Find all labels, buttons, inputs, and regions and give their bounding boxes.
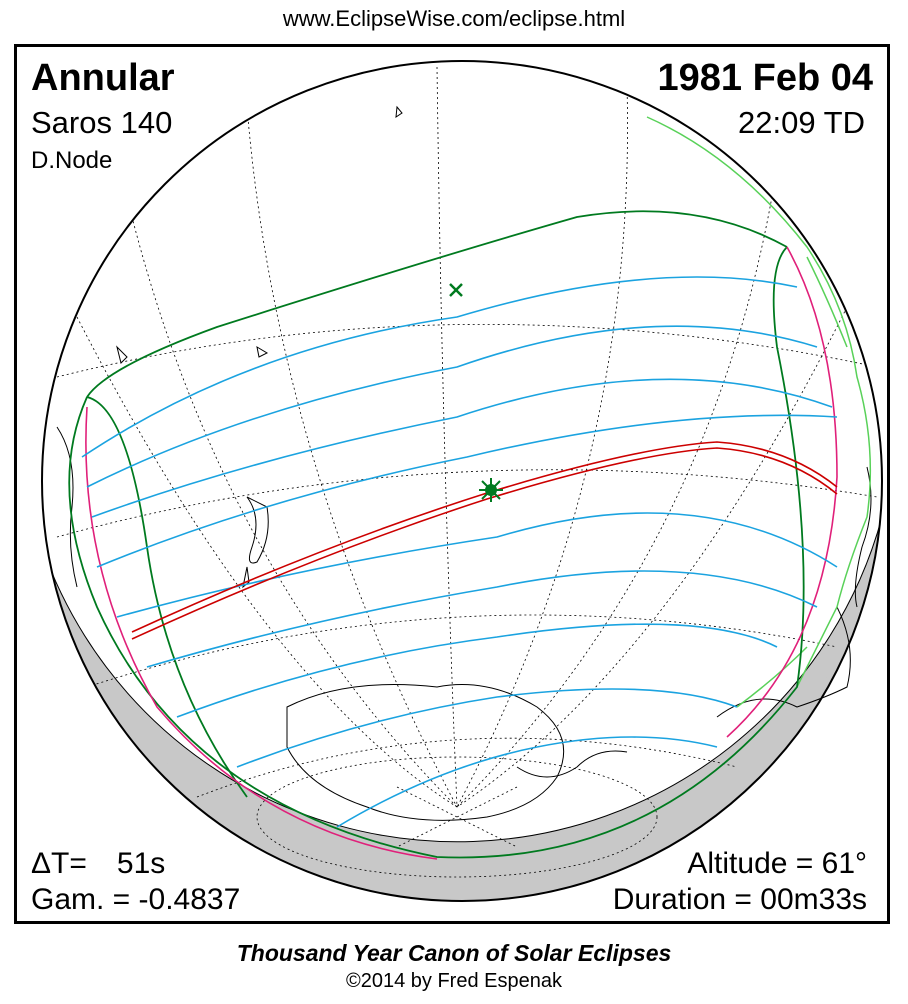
canon-title: Thousand Year Canon of Solar Eclipses bbox=[236, 940, 672, 966]
saros-number: Saros 140 bbox=[31, 105, 173, 140]
central-path bbox=[131, 441, 838, 640]
rise-set-curves bbox=[85, 246, 838, 860]
coastlines bbox=[56, 105, 872, 821]
copyright-text: ©2014 by Fred Espenak bbox=[346, 970, 562, 992]
greatest-eclipse-marker bbox=[479, 478, 503, 502]
eclipse-time: 22:09 TD bbox=[738, 105, 865, 140]
night-shading-lower bbox=[77, 657, 847, 901]
duration-value: Duration = 00m33s bbox=[612, 883, 867, 916]
subsolar-marker bbox=[449, 283, 463, 297]
altitude-value: Altitude = 61° bbox=[687, 847, 867, 880]
gamma-value: Gam. = -0.4837 bbox=[31, 883, 241, 916]
penumbral-limits bbox=[68, 210, 805, 859]
magnitude-curves bbox=[81, 276, 838, 828]
url-text: www.EclipseWise.com/eclipse.html bbox=[282, 6, 626, 31]
globe-outline bbox=[41, 60, 883, 902]
night-shading bbox=[42, 480, 882, 901]
delta-t: ΔT= 51s bbox=[31, 847, 165, 881]
eclipse-date: 1981 Feb 04 bbox=[657, 57, 873, 99]
eclipse-map-frame: Annular 1981 Feb 04 Saros 140 22:09 TD D… bbox=[14, 44, 890, 924]
node-label: D.Node bbox=[31, 147, 113, 174]
delta-t-value: 51s bbox=[116, 847, 166, 880]
globe-map bbox=[41, 60, 883, 902]
eastern-coast-highlight bbox=[646, 116, 872, 708]
eclipse-type: Annular bbox=[31, 57, 175, 99]
delta-t-label: ΔT= bbox=[31, 847, 87, 880]
graticule bbox=[56, 66, 878, 878]
